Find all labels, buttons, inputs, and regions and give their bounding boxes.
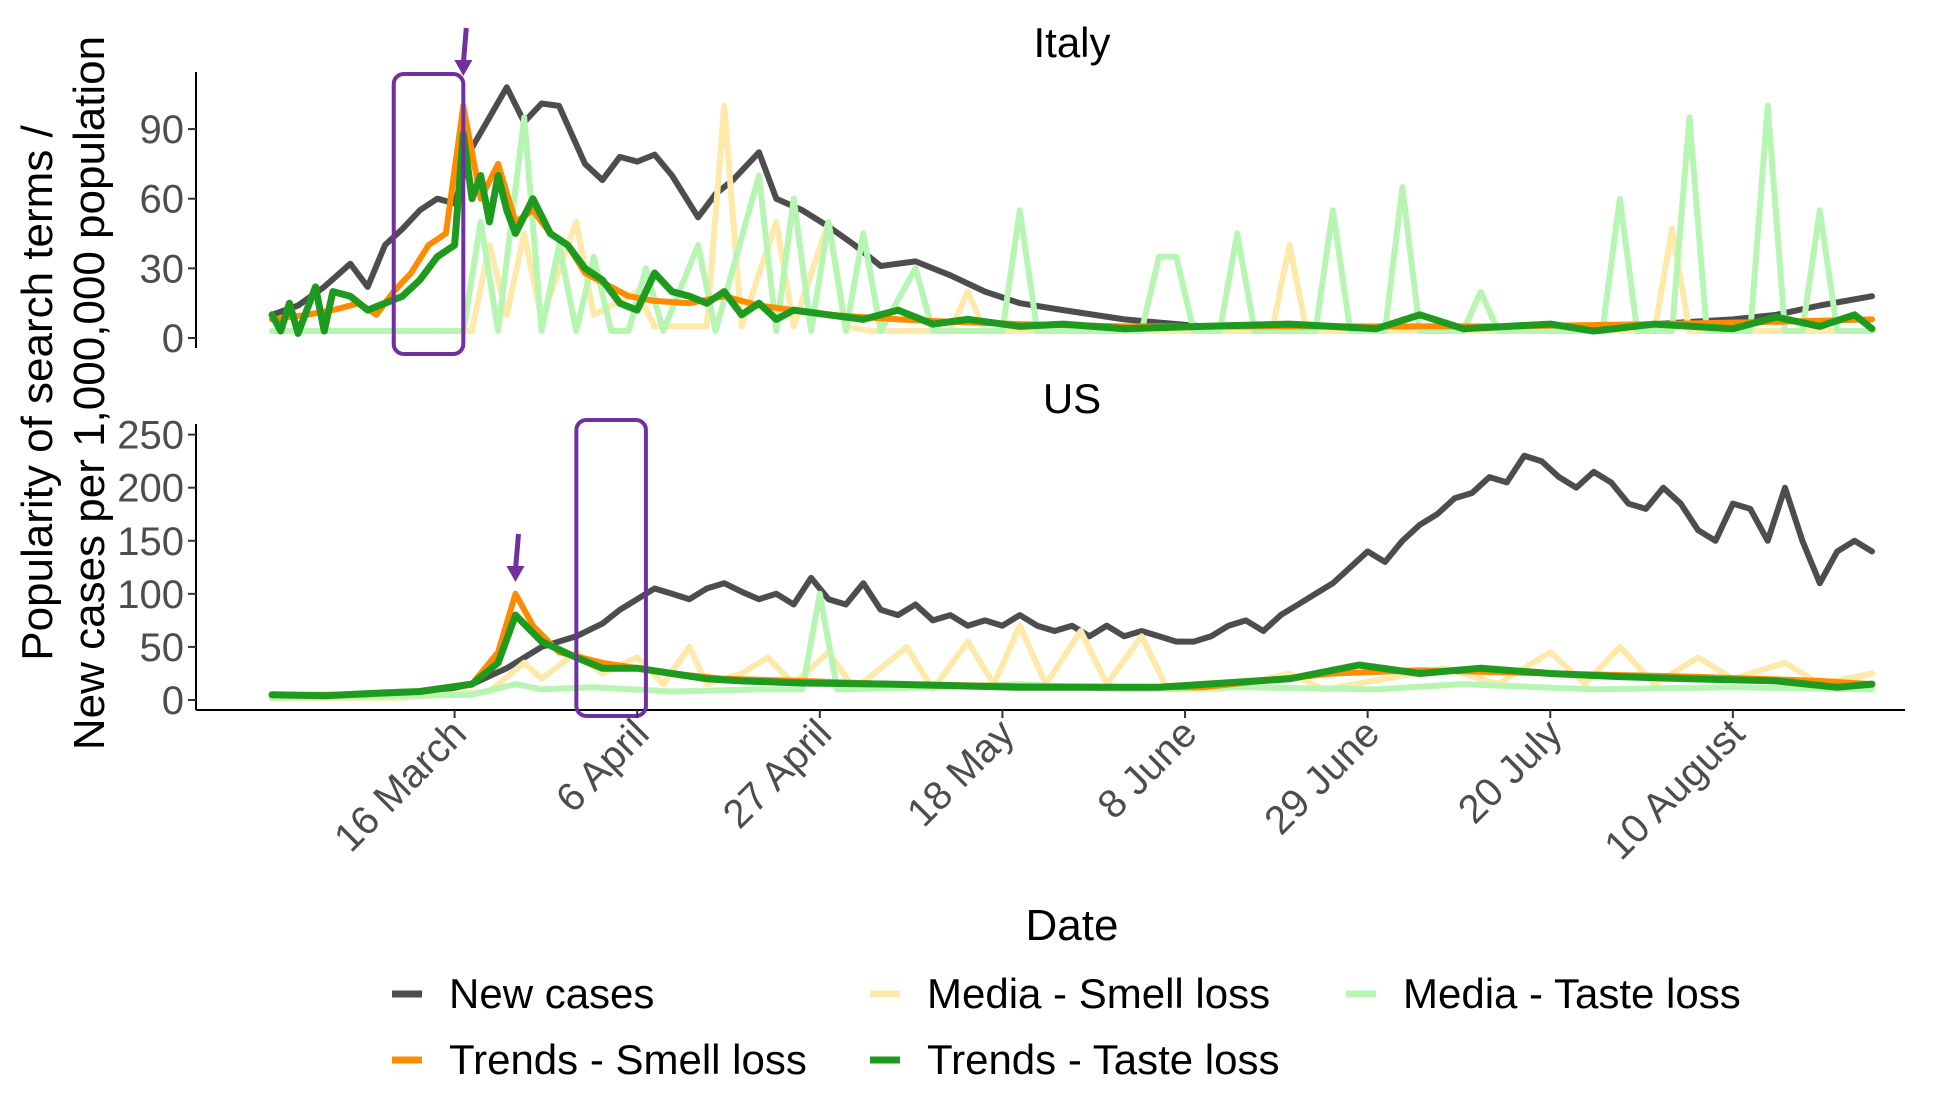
series-line-italy-media-smell-loss [269, 102, 1875, 334]
legend-item-media-smell-loss: Media - Smell loss [870, 970, 1270, 1017]
y-tick-label-italy-30: 30 [140, 247, 185, 291]
legend-item-trends-taste-loss: Trends - Taste loss [870, 1036, 1279, 1083]
series-line-us-media-taste-loss [269, 590, 1875, 701]
y-tick-label-us-250: 250 [117, 414, 184, 458]
panel-title-italy: Italy [1033, 19, 1110, 66]
arrow-marker-us [506, 533, 525, 582]
x-tick-label-8-june: 8 June [1089, 711, 1205, 827]
y-tick-label-italy-90: 90 [140, 108, 185, 152]
legend-item-new-cases: New cases [392, 970, 654, 1017]
series-group-italy [268, 84, 1876, 337]
series-group-us [268, 452, 1876, 701]
chart-panels: Italy 0 30 60 90 US 0 50 100 150 200 250 [117, 19, 1905, 723]
highlight-box-italy [391, 72, 466, 356]
x-tick-label-29-june: 29 June [1256, 711, 1388, 843]
x-tick-label-10-august: 10 August [1596, 711, 1753, 868]
y-tick-label-us-0: 0 [162, 679, 184, 723]
y-tick-label-italy-0: 0 [162, 317, 184, 361]
x-tick-label-18-may: 18 May [899, 711, 1023, 835]
x-tick-label-6-april: 6 April [548, 711, 658, 821]
y-tick-label-us-150: 150 [117, 520, 184, 564]
highlight-box-us [574, 418, 648, 718]
y-axis-title-line1: Popularity of search terms / [13, 124, 62, 660]
arrow-marker-italy [454, 27, 473, 76]
y-tick-label-us-100: 100 [117, 573, 184, 617]
x-tick-label-16-march: 16 March [326, 711, 475, 860]
x-tick-label-27-april: 27 April [715, 711, 840, 836]
y-tick-label-italy-60: 60 [140, 178, 185, 222]
legend-item-trends-smell-loss: Trends - Smell loss [392, 1036, 807, 1083]
legend-label-media-taste-loss: Media - Taste loss [1403, 970, 1741, 1017]
legend-item-media-taste-loss: Media - Taste loss [1346, 970, 1741, 1017]
legend-label-media-smell-loss: Media - Smell loss [927, 970, 1270, 1017]
y-tick-label-us-200: 200 [117, 467, 184, 511]
legend-label-trends-smell-loss: Trends - Smell loss [449, 1036, 807, 1083]
legend-label-trends-taste-loss: Trends - Taste loss [927, 1036, 1279, 1083]
legend: New cases Media - Smell loss Media - Taste… [392, 970, 1741, 1083]
series-line-us-new-cases [269, 452, 1875, 700]
y-tick-label-us-50: 50 [140, 626, 185, 670]
x-tick-label-20-july: 20 July [1450, 711, 1571, 832]
series-line-us-trends-taste-loss [268, 611, 1876, 700]
y-axis-title-line2: New cases per 1,000,000 population [65, 36, 114, 750]
legend-label-new-cases: New cases [449, 970, 654, 1017]
x-axis: 16 March 6 April 27 April 18 May 8 June 29 Ju… [326, 710, 1753, 868]
panel-us: US 0 50 100 150 200 250 [117, 375, 1905, 723]
panel-italy: Italy 0 30 60 90 [140, 19, 1876, 361]
panel-title-us: US [1043, 375, 1101, 422]
x-axis-title: Date [1026, 901, 1119, 950]
y-axis-title: Popularity of search terms / New cases p… [13, 36, 114, 750]
